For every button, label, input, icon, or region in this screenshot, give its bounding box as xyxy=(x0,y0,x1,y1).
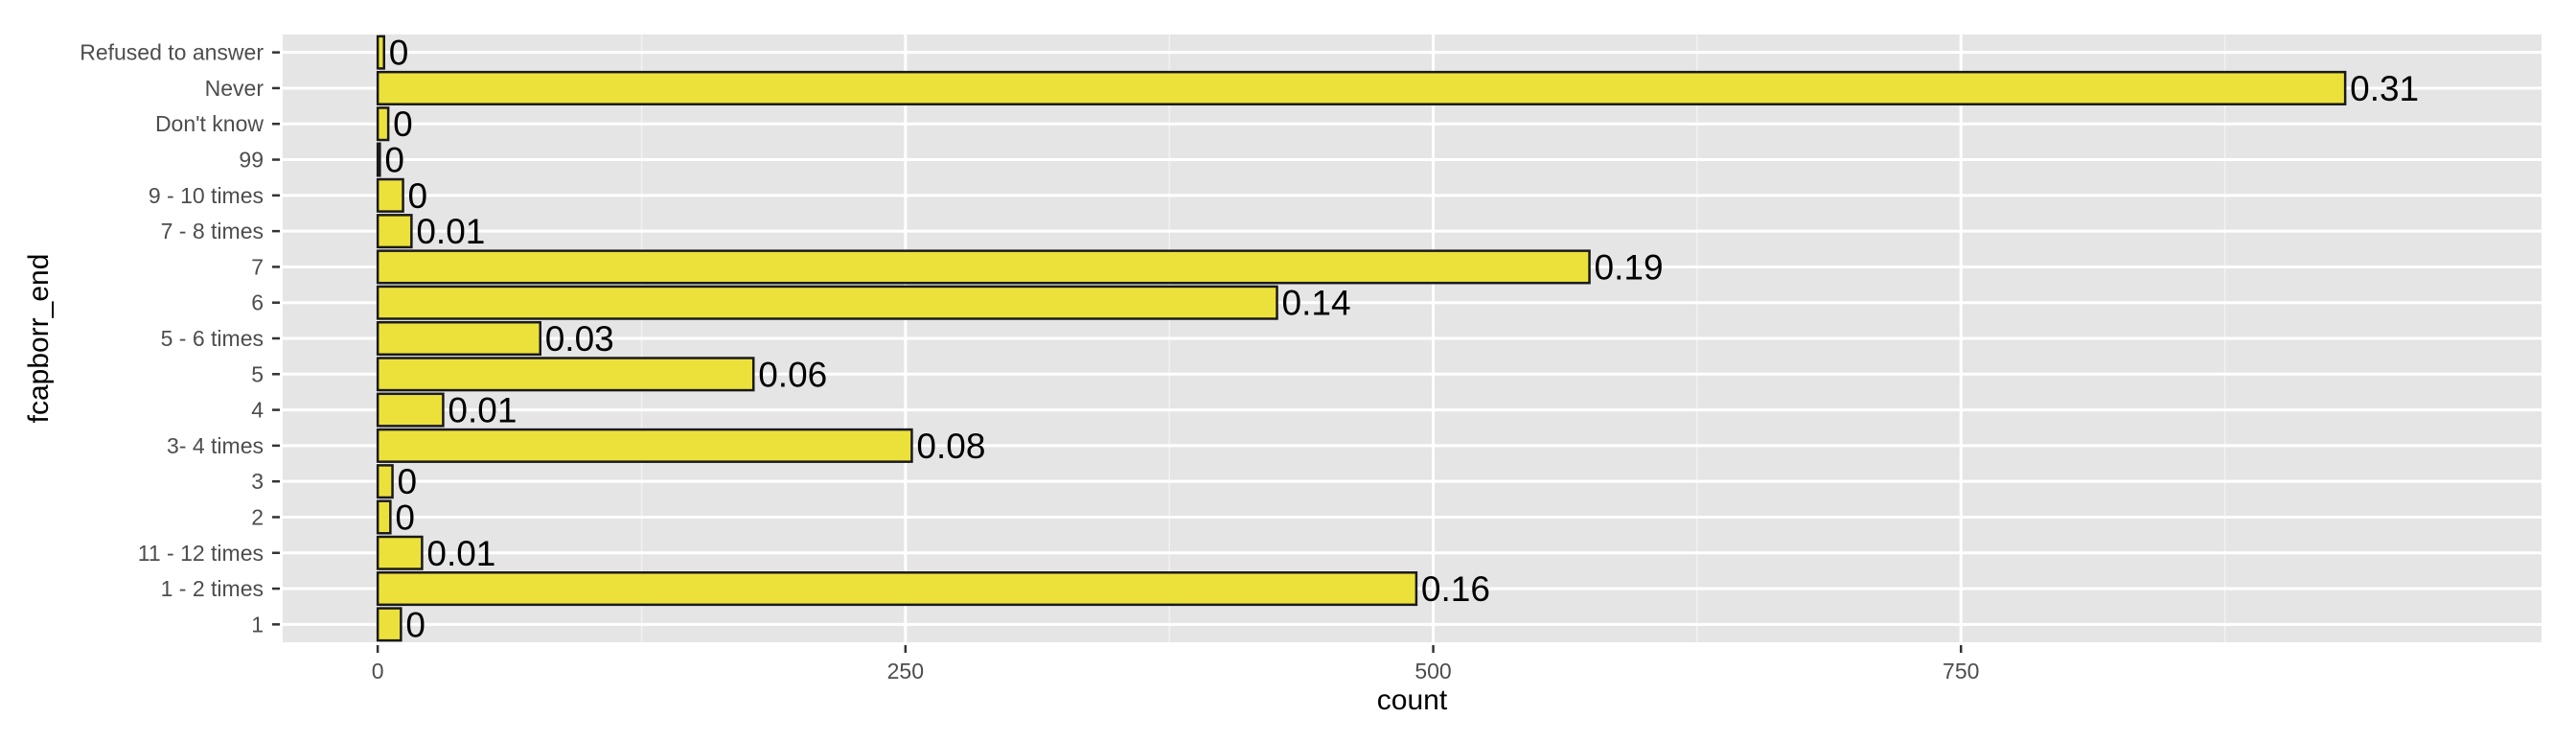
data-label: 0.01 xyxy=(426,534,495,573)
data-label: 0 xyxy=(395,498,415,537)
data-label: 0.14 xyxy=(1282,284,1351,323)
y-tick-label: 9 - 10 times xyxy=(149,183,264,208)
bar xyxy=(376,607,402,642)
bars xyxy=(376,35,2347,642)
bar xyxy=(376,464,394,499)
y-tick-label: 3- 4 times xyxy=(167,433,264,458)
x-tick-label: 500 xyxy=(1414,659,1451,683)
bar xyxy=(376,142,381,177)
data-labels: 00.310000.010.190.140.030.060.010.08000.… xyxy=(384,34,2419,645)
bar xyxy=(376,357,755,392)
data-label: 0.31 xyxy=(2350,69,2419,108)
data-label: 0.08 xyxy=(916,427,985,466)
data-label: 0 xyxy=(398,462,418,501)
x-tick-label: 250 xyxy=(887,659,924,683)
x-tick-label: 750 xyxy=(1943,659,1979,683)
data-label: 0 xyxy=(408,176,428,216)
y-axis-title: fcapborr_end xyxy=(23,254,55,424)
data-label: 0 xyxy=(384,141,404,180)
bar xyxy=(376,106,390,142)
bar xyxy=(376,35,385,70)
data-label: 0.16 xyxy=(1421,569,1490,609)
y-tick-label: 5 xyxy=(251,361,264,386)
bar xyxy=(376,177,404,213)
bar xyxy=(376,249,1591,285)
y-tick-label: Never xyxy=(205,76,264,101)
y-tick-label: 2 xyxy=(251,504,264,529)
bar xyxy=(376,214,413,249)
y-tick-label: 7 - 8 times xyxy=(161,219,264,243)
y-tick-label: Refused to answer xyxy=(80,40,264,65)
x-tick-label: 0 xyxy=(372,659,384,683)
y-tick-label: 1 - 2 times xyxy=(161,576,264,601)
bar xyxy=(376,285,1278,320)
y-tick-label: 6 xyxy=(251,290,264,315)
data-label: 0.01 xyxy=(416,212,485,251)
bar xyxy=(376,320,541,357)
bar xyxy=(376,392,445,428)
data-label: 0.19 xyxy=(1595,247,1664,287)
bar xyxy=(376,428,913,463)
bar xyxy=(376,499,392,535)
data-label: 0.01 xyxy=(448,391,517,430)
y-tick-label: 7 xyxy=(251,254,264,279)
y-tick-label: 5 - 6 times xyxy=(161,326,264,351)
y-tick-label: 4 xyxy=(251,398,264,423)
y-tick-label: 11 - 12 times xyxy=(138,541,264,566)
bar xyxy=(376,70,2347,105)
y-tick-label: 1 xyxy=(251,612,264,637)
y-tick-label: 3 xyxy=(251,469,264,494)
data-label: 0 xyxy=(405,605,426,644)
data-label: 0 xyxy=(389,34,409,73)
x-axis: 0 250 500 750 xyxy=(372,645,1979,683)
y-tick-label: 99 xyxy=(239,148,264,173)
data-label: 0.03 xyxy=(545,319,614,359)
x-axis-title: count xyxy=(1377,684,1448,716)
data-label: 0 xyxy=(393,104,413,144)
y-tick-label: Don't know xyxy=(155,111,264,136)
bar xyxy=(376,535,424,570)
bar xyxy=(376,571,1418,607)
y-axis: Refused to answer Never Don't know 99 9 - 10… xyxy=(80,40,280,637)
data-label: 0.06 xyxy=(758,355,827,394)
